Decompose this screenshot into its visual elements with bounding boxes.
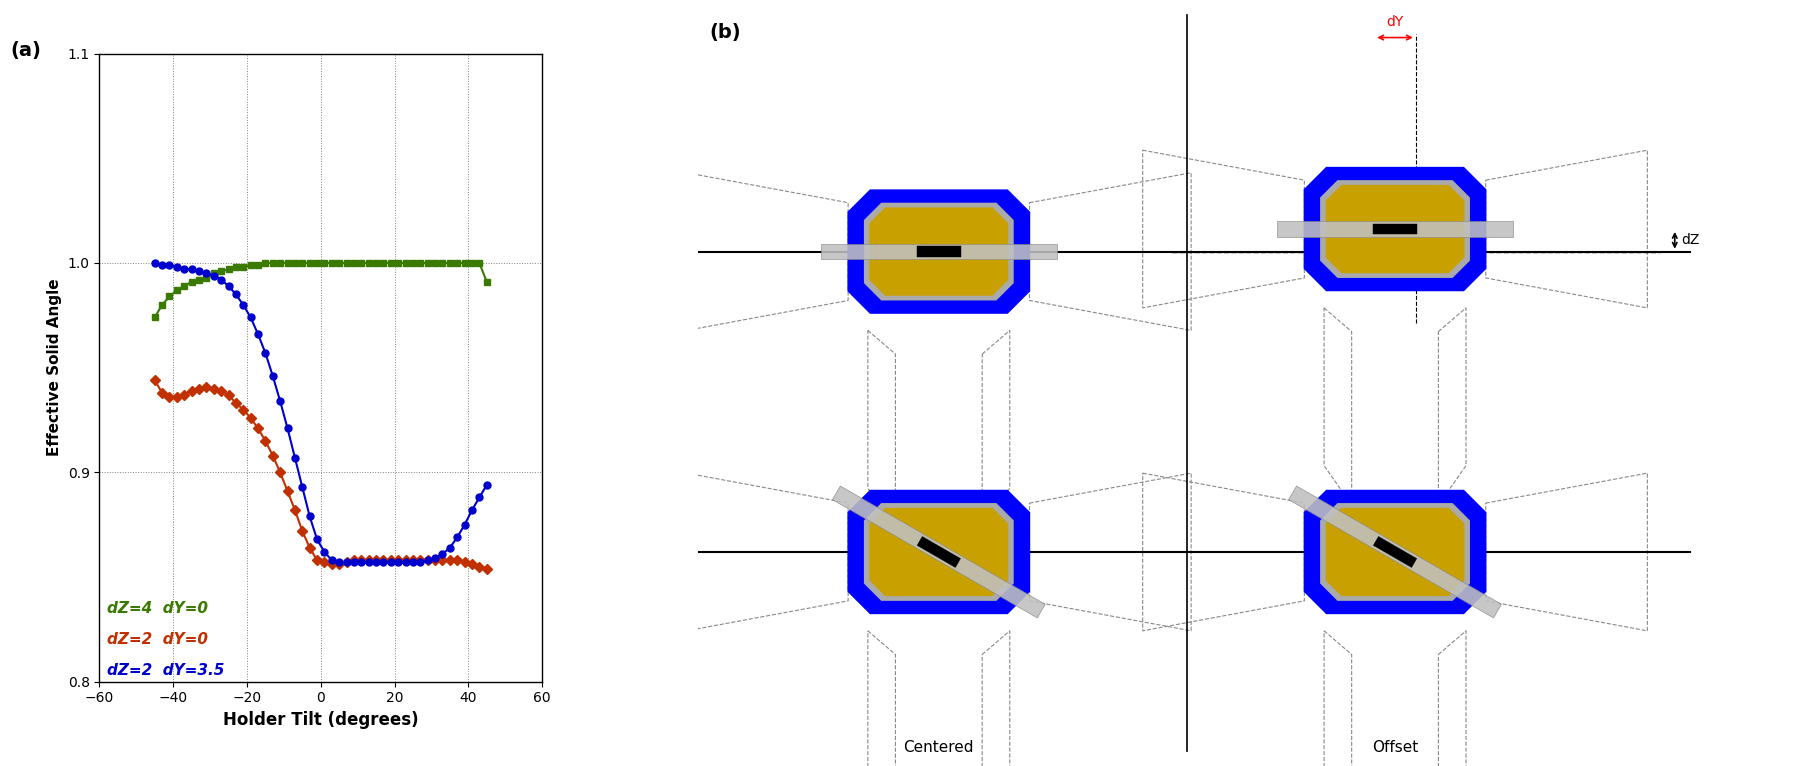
Polygon shape [1326,508,1464,596]
Text: dZ=2  dY=0: dZ=2 dY=0 [107,632,208,647]
Polygon shape [1278,221,1512,237]
Polygon shape [1321,503,1469,601]
Text: dY: dY [1386,15,1404,28]
Text: Offset: Offset [1372,740,1418,755]
Polygon shape [1288,486,1502,618]
Polygon shape [847,490,1030,614]
Polygon shape [847,190,1030,313]
Text: dZ=2  dY=3.5: dZ=2 dY=3.5 [107,663,224,679]
Polygon shape [918,536,961,568]
Polygon shape [820,244,1057,260]
Text: dZ: dZ [1681,234,1699,247]
Text: dZ=4  dY=0: dZ=4 dY=0 [107,601,208,616]
Polygon shape [916,247,961,257]
Polygon shape [1373,536,1417,568]
Polygon shape [1305,168,1485,290]
Text: (a): (a) [11,41,42,60]
Polygon shape [864,203,1014,300]
Polygon shape [864,503,1014,601]
Polygon shape [869,508,1008,596]
X-axis label: Holder Tilt (degrees): Holder Tilt (degrees) [222,711,419,729]
Text: Centered: Centered [904,740,974,755]
Polygon shape [1373,224,1417,234]
Polygon shape [1326,185,1464,273]
Polygon shape [833,486,1044,618]
Y-axis label: Effective Solid Angle: Effective Solid Angle [47,279,61,457]
Polygon shape [1305,490,1485,614]
Text: (b): (b) [710,22,741,41]
Polygon shape [869,208,1008,296]
Polygon shape [1321,180,1469,278]
